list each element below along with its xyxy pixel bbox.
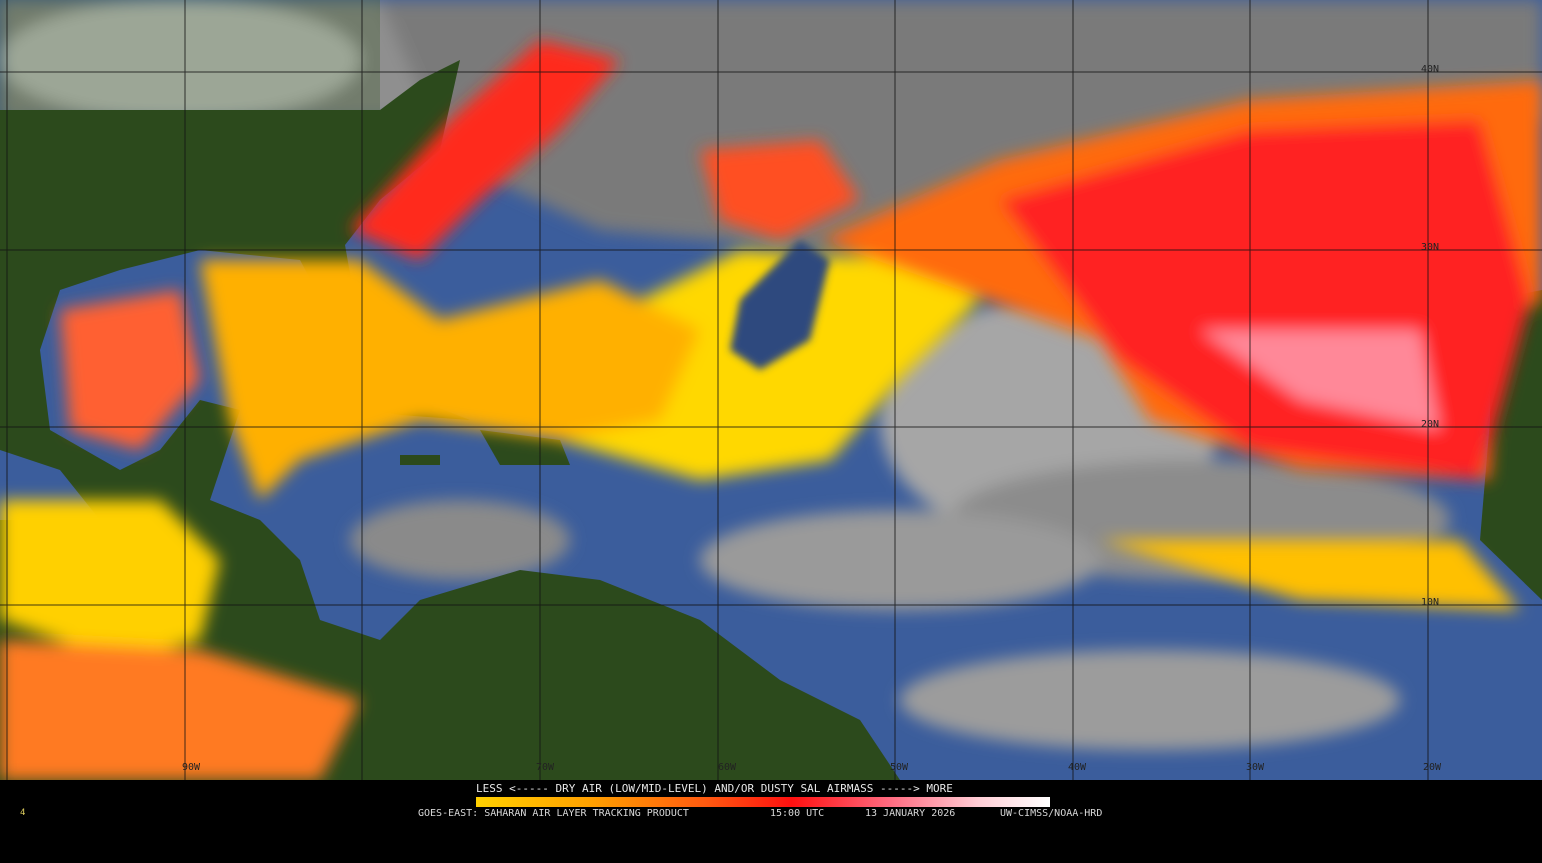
map-imagery xyxy=(0,0,1542,780)
lat-label-20n: 20N xyxy=(1421,419,1440,430)
lon-label-50w: 50W xyxy=(890,762,909,773)
lon-label-20w: 20W xyxy=(1423,762,1442,773)
legend-title: LESS <----- DRY AIR (LOW/MID-LEVEL) AND/… xyxy=(476,782,953,795)
lon-label-70w: 70W xyxy=(536,762,555,773)
lon-label-30w: 30W xyxy=(1246,762,1265,773)
frame-marker: 4 xyxy=(20,808,26,818)
lon-label-60w: 60W xyxy=(718,762,737,773)
timestamp-time: 15:00 UTC xyxy=(770,808,825,819)
lat-lon-grid xyxy=(0,0,1542,780)
footer: GOES-EAST: SAHARAN AIR LAYER TRACKING PR… xyxy=(0,808,1542,820)
sal-layer xyxy=(0,40,1542,780)
timestamp-date: 13 JANUARY 2026 xyxy=(865,808,956,819)
product-name: GOES-EAST: SAHARAN AIR LAYER TRACKING PR… xyxy=(418,808,689,819)
lat-label-10n: 10N xyxy=(1421,597,1440,608)
lat-label-30n: 30N xyxy=(1421,242,1440,253)
credit: UW-CIMSS/NOAA-HRD xyxy=(1000,808,1103,819)
legend-colorbar xyxy=(476,797,1050,807)
lon-label-40w: 40W xyxy=(1068,762,1087,773)
satellite-map: 40N 30N 20N 10N 90W 70W 60W 50W 40W 30W … xyxy=(0,0,1542,780)
lon-label-90w: 90W xyxy=(182,762,201,773)
lat-label-40n: 40N xyxy=(1421,64,1440,75)
